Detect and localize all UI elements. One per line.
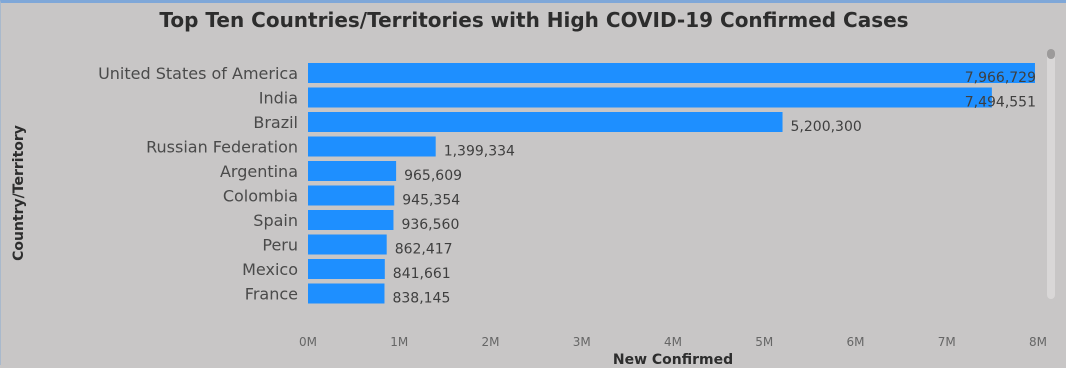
bar[interactable] (308, 259, 385, 279)
category-label: Brazil (253, 113, 298, 132)
bar[interactable] (308, 283, 385, 304)
bar[interactable] (308, 234, 387, 255)
bar-chart: United States of America 7,966,729 India 7,… (11, 63, 1047, 368)
data-label: 841,661 (393, 266, 451, 282)
x-tick-label: 1M (390, 335, 408, 349)
data-label: 862,417 (395, 242, 453, 258)
bar[interactable] (308, 87, 992, 108)
x-tick-label: 0M (299, 335, 317, 349)
bar[interactable] (308, 161, 397, 181)
category-label: Argentina (220, 162, 298, 181)
x-tick-label: 4M (664, 335, 682, 349)
data-label: 7,966,729 (965, 70, 1036, 86)
category-label: Mexico (242, 260, 298, 279)
x-tick-label: 3M (573, 335, 591, 349)
x-axis-title: New Confirmed (613, 352, 733, 368)
category-label: France (245, 285, 298, 304)
bar[interactable] (308, 185, 395, 206)
x-tick-label: 5M (755, 335, 773, 349)
category-label: United States of America (98, 64, 298, 83)
x-tick-label: 8M (1029, 335, 1047, 349)
bar[interactable] (308, 136, 436, 157)
x-tick-label: 7M (938, 335, 956, 349)
category-label: India (259, 89, 298, 108)
bar[interactable] (308, 112, 783, 132)
category-label: Colombia (223, 187, 298, 206)
y-axis-title: Country/Territory (11, 125, 27, 261)
bar[interactable] (308, 210, 394, 230)
scrollbar-thumb[interactable] (1047, 49, 1055, 59)
vertical-scrollbar[interactable] (1047, 49, 1055, 299)
data-label: 936,560 (401, 217, 459, 233)
category-label: Peru (262, 236, 298, 255)
data-label: 1,399,334 (444, 144, 515, 160)
x-tick-label: 6M (847, 335, 865, 349)
category-label: Russian Federation (146, 138, 298, 157)
category-label: Spain (253, 211, 298, 230)
chart-title: Top Ten Countries/Territories with High … (159, 8, 909, 32)
data-label: 7,494,551 (965, 95, 1036, 111)
data-label: 965,609 (404, 168, 462, 184)
x-tick-label: 2M (482, 335, 500, 349)
data-label: 838,145 (392, 291, 450, 307)
bar[interactable] (308, 63, 1035, 83)
data-label: 945,354 (402, 193, 460, 209)
data-label: 5,200,300 (791, 119, 862, 135)
